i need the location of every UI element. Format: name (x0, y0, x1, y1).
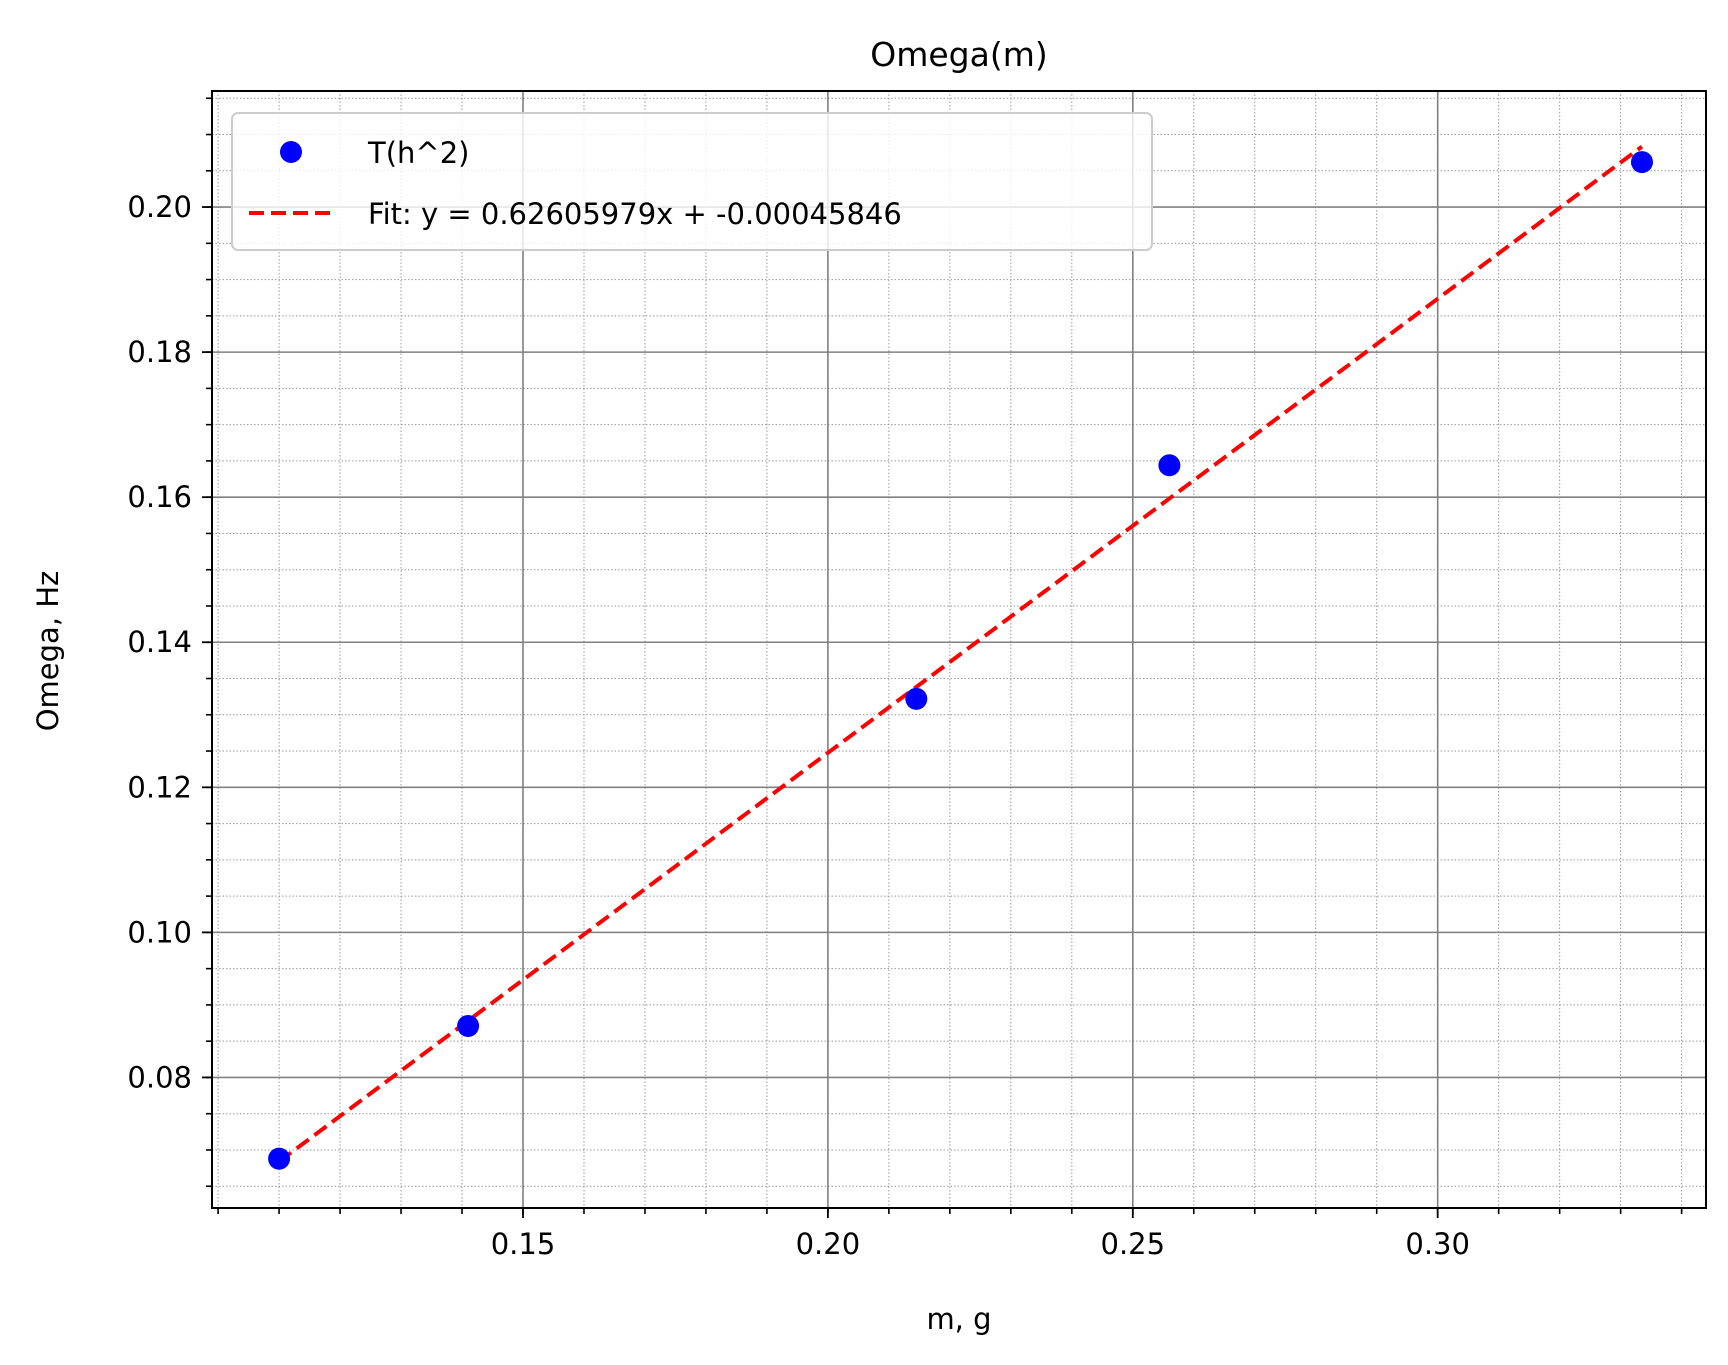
legend: T(h^2) Fit: y = 0.62605979x + -0.0004584… (231, 112, 1153, 251)
data-point (268, 1147, 291, 1170)
legend-label-t-h2: T(h^2) (367, 136, 469, 170)
y-tick-label: 0.12 (127, 770, 192, 804)
data-point (905, 687, 928, 710)
y-tick-label: 0.18 (127, 335, 192, 369)
x-tick-label: 0.30 (1405, 1227, 1470, 1261)
chart-title: Omega(m) (870, 35, 1048, 74)
y-tick-label: 0.08 (127, 1060, 192, 1094)
fit-line (277, 145, 1644, 1164)
data-point (1630, 151, 1653, 174)
series-layer (268, 145, 1653, 1170)
y-tick-label: 0.20 (127, 190, 192, 224)
data-point (1158, 454, 1181, 477)
x-tick-label: 0.15 (491, 1227, 556, 1261)
y-tick-label: 0.16 (127, 480, 192, 514)
data-point (457, 1014, 480, 1037)
x-tick-label: 0.20 (796, 1227, 861, 1261)
x-axis-label: m, g (926, 1302, 991, 1336)
y-tick-label: 0.14 (127, 625, 192, 659)
legend-box (231, 112, 1153, 251)
x-tick-label: 0.25 (1101, 1227, 1166, 1261)
legend-label-fit: Fit: y = 0.62605979x + -0.00045846 (368, 197, 902, 231)
plot-frame (211, 90, 1707, 1209)
legend-marker-t-h2 (280, 141, 302, 163)
y-tick-label: 0.10 (127, 915, 192, 949)
y-axis-label: Omega, Hz (31, 571, 65, 732)
axis-tick-labels: 0.15 0.20 0.25 0.30 0.08 0.10 0.12 0.14 0.16 0.18… (127, 190, 1470, 1261)
major-grid (212, 91, 1706, 1208)
axis-ticks (202, 97, 1683, 1218)
